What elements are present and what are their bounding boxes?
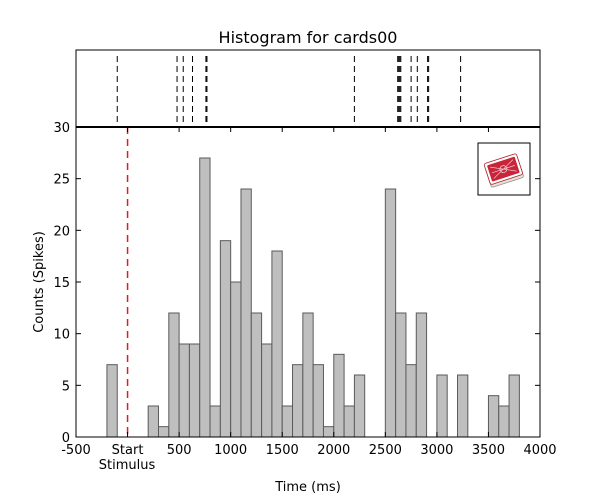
x-tick-label: 3000 — [420, 443, 453, 458]
histogram-bar — [147, 405, 159, 438]
histogram-bar — [302, 312, 314, 438]
histogram-bar — [168, 312, 180, 438]
x-tick-label: 2500 — [369, 443, 402, 458]
histogram-bar — [498, 405, 510, 438]
x-tick-label: 1000 — [214, 443, 247, 458]
x-tick-sublabel: Stimulus — [99, 458, 156, 473]
histogram-bar — [395, 312, 407, 438]
histogram-bar — [292, 364, 304, 438]
histogram-bar — [487, 395, 500, 438]
x-tick-label: 2000 — [317, 443, 350, 458]
raster-panel-frame — [75, 49, 541, 128]
histogram-bar — [219, 240, 232, 438]
histogram-bar — [436, 374, 448, 438]
histogram-bar — [261, 343, 273, 438]
x-axis-title: Time (ms) — [274, 480, 341, 495]
histogram-bar — [384, 188, 397, 438]
histogram-bar — [457, 374, 469, 438]
x-tick-label: 1500 — [266, 443, 299, 458]
x-tick-label: 500 — [167, 443, 192, 458]
y-tick-label: 10 — [53, 328, 70, 343]
histogram-bar — [199, 157, 211, 438]
histogram-bar — [333, 353, 345, 438]
y-tick-label: 20 — [53, 224, 70, 239]
histogram-bar — [250, 312, 263, 438]
chart-title: Histogram for cards00 — [219, 28, 398, 47]
histogram-bar — [322, 426, 335, 438]
histogram-bar — [405, 364, 417, 438]
histogram-bar — [271, 250, 283, 438]
x-tick-label: Start — [112, 443, 144, 458]
histogram-bar — [353, 374, 366, 438]
playing-cards-deck-icon — [477, 142, 531, 196]
histogram-bar — [230, 281, 242, 438]
x-tick-label: 3500 — [472, 443, 505, 458]
y-axis-title: Counts (Spikes) — [32, 231, 47, 333]
histogram-bar — [343, 405, 355, 438]
raster-panel — [116, 56, 462, 123]
y-tick-label: 0 — [62, 431, 70, 446]
y-axis-ticks: 0 5 10 15 20 25 30 — [53, 121, 540, 446]
histogram-bar — [312, 364, 324, 438]
histogram-bar — [508, 374, 520, 438]
histogram-bar — [240, 188, 252, 438]
y-tick-label: 5 — [62, 379, 70, 394]
histogram-bar — [415, 312, 428, 438]
histogram-bar — [188, 343, 201, 438]
histogram-bars — [106, 157, 520, 438]
histogram-bar — [157, 426, 170, 438]
histogram-bar — [178, 343, 190, 438]
x-tick-label: 4000 — [523, 443, 556, 458]
y-tick-label: 15 — [53, 276, 70, 291]
histogram-bar — [281, 405, 294, 438]
y-tick-label: 30 — [53, 121, 70, 136]
histogram-bar — [209, 405, 221, 438]
histogram-bar — [106, 364, 118, 438]
x-axis-ticks: -500 Start 500 1000 1500 2000 2500 3000 3500 4000 — [61, 127, 557, 458]
x-tick-label: -500 — [61, 443, 91, 458]
y-tick-label: 25 — [53, 173, 70, 188]
